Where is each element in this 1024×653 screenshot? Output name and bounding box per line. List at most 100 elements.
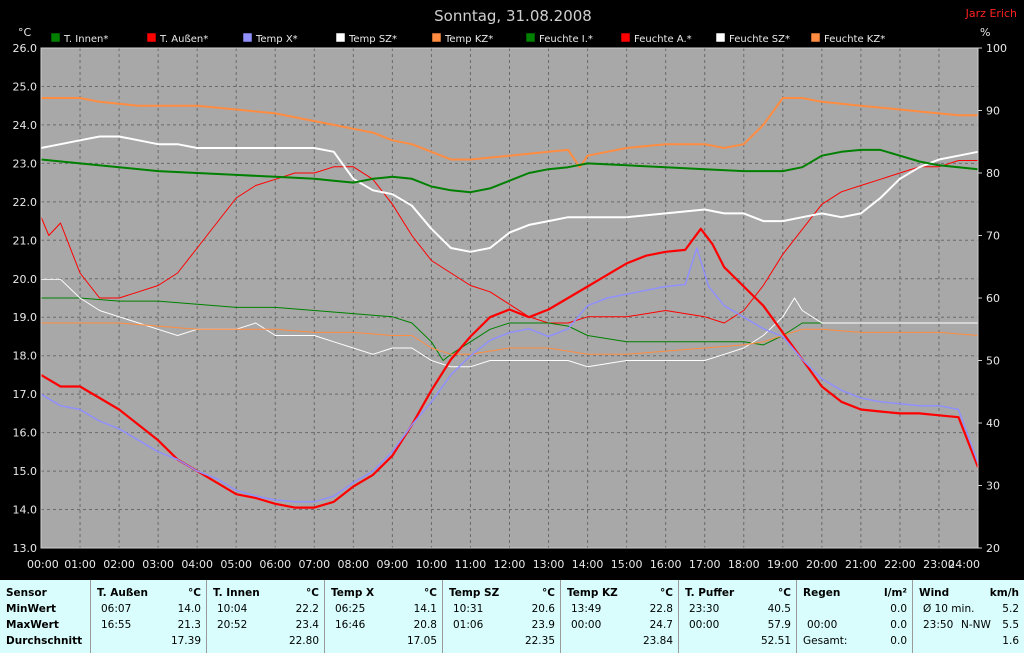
stats-max-value: 20.8 [413, 619, 437, 631]
legend-swatch [242, 32, 253, 43]
stats-row-label: Durchschnitt [6, 635, 83, 647]
stats-unit: °C [542, 587, 555, 599]
stats-header: Regen [803, 587, 841, 599]
stats-max-value: 21.3 [177, 619, 201, 631]
stats-average: 0.0 [890, 635, 907, 647]
stats-average: 17.05 [406, 635, 437, 647]
stats-max-time: 00:00 [807, 619, 838, 631]
legend-label: Feuchte KZ* [824, 34, 885, 45]
plot-border [40, 47, 979, 549]
legend-swatch [620, 32, 631, 43]
legend-swatch [50, 32, 61, 43]
stats-header: T. Außen [97, 587, 148, 599]
stats-min-value: 14.0 [177, 603, 201, 615]
legend-label: Feuchte A.* [634, 34, 692, 45]
series-line-temp-sz [40, 135, 979, 253]
x-tick-label: 21:00 [845, 558, 877, 571]
stats-header: Temp SZ [449, 587, 500, 599]
stats-column: T. Puffer °C 23:30 40.5 00:00 57.9 52.51 [678, 580, 797, 653]
stats-min-value: 5.2 [1002, 603, 1019, 615]
legend-label: Temp KZ* [444, 34, 493, 45]
stats-header: Wind [919, 587, 950, 599]
legend-label: Feuchte SZ* [729, 34, 790, 45]
legend-item: Feuchte SZ* [715, 32, 790, 45]
y-right-tick-label: 40 [986, 417, 1000, 430]
stats-min-value: 20.6 [531, 603, 555, 615]
y-left-tick-label: 19.0 [13, 311, 38, 324]
y-left-tick-label: 18.0 [13, 350, 38, 363]
x-tick-label: 15:00 [611, 558, 643, 571]
x-tick-label: 02:00 [103, 558, 135, 571]
legend-swatch [810, 32, 821, 43]
stats-min-time: 23:30 [689, 603, 720, 615]
x-tick-label: 01:00 [64, 558, 96, 571]
legend-label: Temp SZ* [348, 34, 397, 45]
grid [40, 47, 979, 549]
series-group [40, 97, 980, 509]
x-tick-label: 00:00 [27, 558, 59, 571]
stats-header: Temp X [331, 587, 375, 599]
stats-min-time: 10:04 [217, 603, 248, 615]
y-right-tick-label: 70 [986, 230, 1000, 243]
stats-max-time: 16:46 [335, 619, 366, 631]
x-tick-label: 13:00 [533, 558, 565, 571]
y-right-tick-label: 100 [986, 42, 1007, 55]
legend-label: Feuchte I.* [539, 34, 593, 45]
stats-header: T. Innen [213, 587, 260, 599]
stats-average: 52.51 [760, 635, 791, 647]
x-tick-label: 12:00 [494, 558, 526, 571]
stats-unit: °C [188, 587, 201, 599]
y-right-tick-label: 90 [986, 105, 1000, 118]
stats-max-value: 23.9 [531, 619, 555, 631]
stats-header: Temp KZ [567, 587, 618, 599]
x-tick-label: 03:00 [142, 558, 174, 571]
stats-header: Sensor [6, 587, 47, 599]
y-left-tick-label: 13.0 [13, 542, 38, 555]
stats-unit: °C [778, 587, 791, 599]
legend-swatch [715, 32, 726, 43]
y-right-tick-label: 30 [986, 480, 1000, 493]
axes: 00:00 01:00 02:00 03:00 04:00 05:00 06:00 07:00… [13, 42, 1008, 571]
stats-unit: km/h [989, 587, 1019, 599]
stats-max-value: 57.9 [767, 619, 791, 631]
stats-max-time: 01:06 [453, 619, 484, 631]
legend-item: T. Innen* [50, 32, 108, 45]
legend-label: T. Außen* [159, 34, 208, 45]
x-tick-label: 18:00 [728, 558, 760, 571]
stats-min-time: Ø 10 min. [923, 603, 975, 615]
stats-max-time: 23:50 [923, 619, 954, 631]
chart-area: 00:00 01:00 02:00 03:00 04:00 05:00 06:00 07:00… [12, 7, 1018, 571]
y-left-tick-label: 15.0 [13, 465, 38, 478]
y-right-unit: % [980, 26, 990, 39]
stats-min-value: 22.8 [649, 603, 673, 615]
stats-min-time: 06:07 [101, 603, 132, 615]
stats-min-value: 22.2 [295, 603, 319, 615]
stats-max-time: 20:52 [217, 619, 248, 631]
series-line-feuchte-kz [41, 322, 979, 355]
y-left-tick-label: 23.0 [13, 157, 38, 170]
x-tick-label: 09:00 [377, 558, 409, 571]
x-tick-label: 22:00 [884, 558, 916, 571]
y-left-tick-label: 20.0 [13, 273, 38, 286]
stats-max-value: 0.0 [890, 619, 907, 631]
x-tick-label: 23:00 [923, 558, 955, 571]
series-line-temp-x [40, 247, 979, 503]
stats-min-time: 10:31 [453, 603, 484, 615]
legend-label: T. Innen* [63, 34, 108, 45]
stats-average: 1.6 [1002, 635, 1019, 647]
x-tick-label: 17:00 [689, 558, 721, 571]
y-left-tick-label: 24.0 [13, 119, 38, 132]
y-left-tick-label: 25.0 [13, 80, 38, 93]
legend-swatch [335, 32, 346, 43]
stats-column: Temp SZ °C 10:31 20.6 01:06 23.9 22.35 [442, 580, 561, 653]
y-left-tick-label: 14.0 [13, 504, 38, 517]
x-tick-label: 16:00 [650, 558, 682, 571]
stats-unit: °C [660, 587, 673, 599]
stats-row-label: MinWert [6, 603, 57, 615]
stats-max-time: 00:00 [571, 619, 602, 631]
stats-column: Wind km/h Ø 10 min. 5.2 23:50 N-NW 5.5 1.6 [912, 580, 1024, 653]
stats-min-value: 0.0 [890, 603, 907, 615]
stats-average: 23.84 [642, 635, 673, 647]
x-tick-label: 19:00 [767, 558, 799, 571]
series-line-feuchte-a [40, 160, 978, 324]
